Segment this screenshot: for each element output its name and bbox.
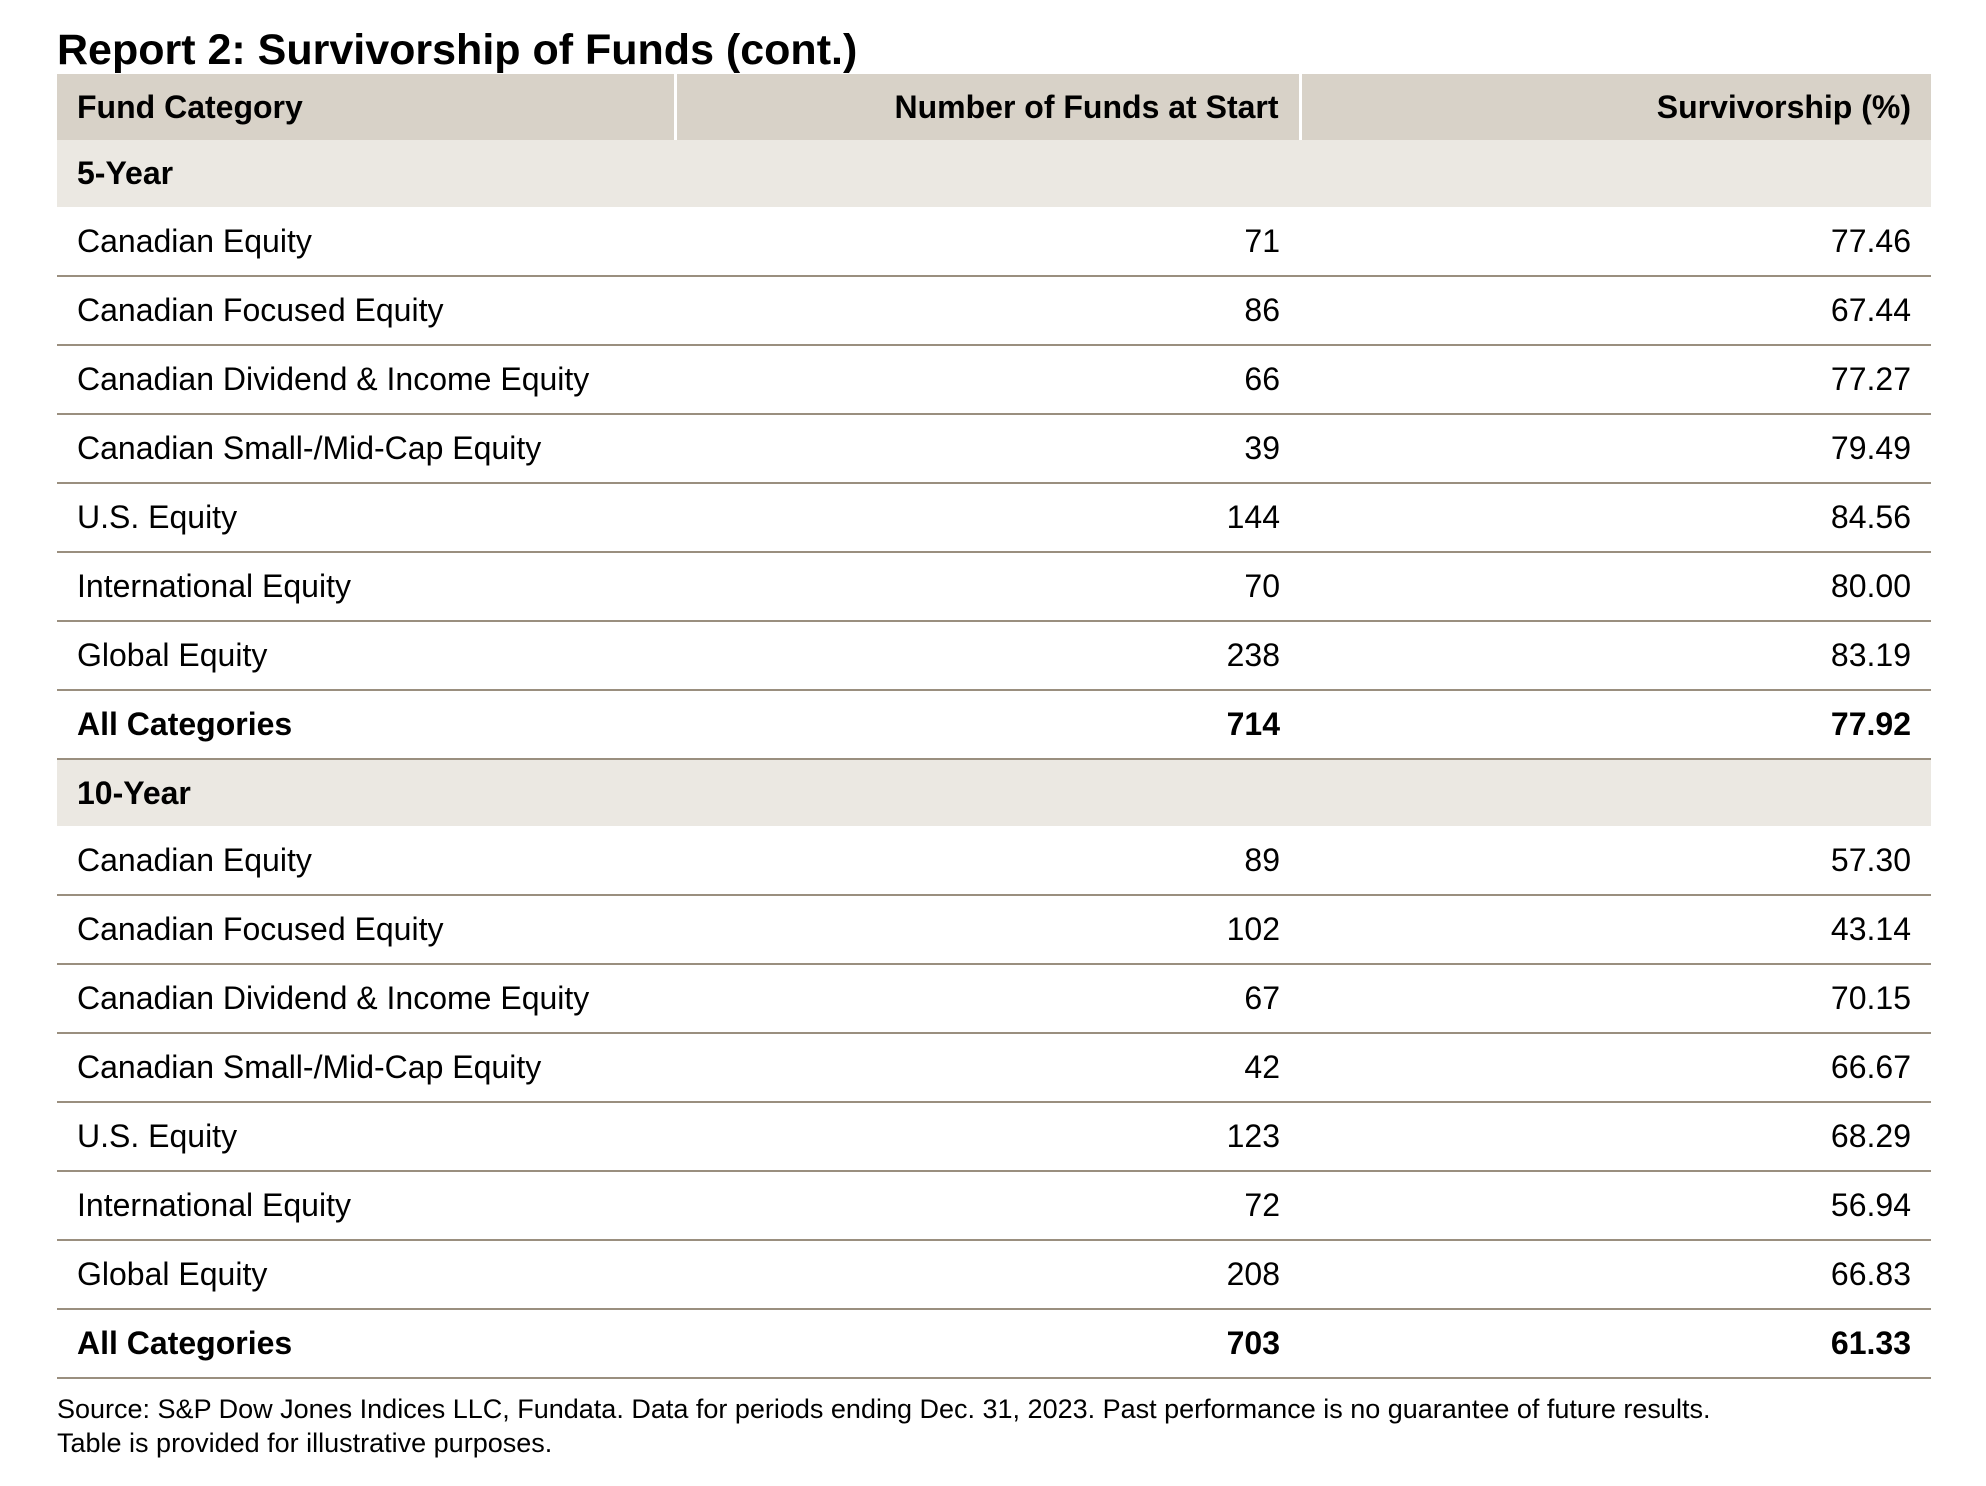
total-row: All Categories 714 77.92 (57, 690, 1931, 760)
table-row: U.S. Equity 123 68.29 (57, 1102, 1931, 1172)
cell-survivorship: 84.56 (1300, 483, 1931, 553)
survivorship-table: Fund Category Number of Funds at Start S… (57, 74, 1931, 1379)
cell-survivorship: 57.30 (1300, 826, 1931, 896)
cell-number-of-funds: 39 (675, 414, 1300, 484)
cell-fund-category: Canadian Focused Equity (57, 895, 675, 965)
cell-fund-category: All Categories (57, 690, 675, 760)
cell-survivorship: 66.67 (1300, 1033, 1931, 1103)
cell-survivorship: 67.44 (1300, 276, 1931, 346)
cell-number-of-funds: 208 (675, 1240, 1300, 1310)
table-body: 5-Year Canadian Equity 71 77.46 Canadian Foc… (57, 140, 1931, 1379)
cell-fund-category: U.S. Equity (57, 483, 675, 553)
table-row: Canadian Equity 71 77.46 (57, 207, 1931, 277)
table-row: Global Equity 238 83.19 (57, 621, 1931, 691)
cell-survivorship: 77.46 (1300, 207, 1931, 277)
cell-fund-category: Canadian Dividend & Income Equity (57, 345, 675, 415)
table-row: Canadian Focused Equity 86 67.44 (57, 276, 1931, 346)
cell-survivorship: 43.14 (1300, 895, 1931, 965)
cell-fund-category: Global Equity (57, 621, 675, 691)
source-line-1: Source: S&P Dow Jones Indices LLC, Funda… (57, 1394, 1711, 1424)
cell-fund-category: Canadian Small-/Mid-Cap Equity (57, 414, 675, 484)
cell-survivorship: 68.29 (1300, 1102, 1931, 1172)
cell-number-of-funds: 238 (675, 621, 1300, 691)
header-row: Fund Category Number of Funds at Start S… (57, 74, 1931, 140)
cell-fund-category: Canadian Equity (57, 207, 675, 277)
cell-survivorship: 79.49 (1300, 414, 1931, 484)
table-row: Canadian Dividend & Income Equity 66 77.27 (57, 345, 1931, 415)
table-header: Fund Category Number of Funds at Start S… (57, 74, 1931, 140)
cell-number-of-funds: 123 (675, 1102, 1300, 1172)
table-row: U.S. Equity 144 84.56 (57, 483, 1931, 553)
cell-survivorship: 80.00 (1300, 552, 1931, 622)
cell-number-of-funds: 72 (675, 1171, 1300, 1241)
cell-survivorship: 70.15 (1300, 964, 1931, 1034)
cell-number-of-funds: 102 (675, 895, 1300, 965)
table-row: International Equity 72 56.94 (57, 1171, 1931, 1241)
cell-fund-category: International Equity (57, 552, 675, 622)
cell-number-of-funds: 42 (675, 1033, 1300, 1103)
cell-survivorship: 77.92 (1300, 690, 1931, 760)
cell-number-of-funds: 66 (675, 345, 1300, 415)
section-row: 5-Year (57, 140, 1931, 207)
cell-number-of-funds: 703 (675, 1309, 1300, 1379)
cell-number-of-funds: 67 (675, 964, 1300, 1034)
table-row: Canadian Dividend & Income Equity 67 70.15 (57, 964, 1931, 1034)
cell-number-of-funds: 71 (675, 207, 1300, 277)
source-line-2: Table is provided for illustrative purpo… (57, 1428, 553, 1458)
cell-number-of-funds: 714 (675, 690, 1300, 760)
cell-fund-category: U.S. Equity (57, 1102, 675, 1172)
cell-fund-category: Canadian Equity (57, 826, 675, 896)
cell-number-of-funds: 89 (675, 826, 1300, 896)
table-row: International Equity 70 80.00 (57, 552, 1931, 622)
table-row: Canadian Focused Equity 102 43.14 (57, 895, 1931, 965)
cell-fund-category: Canadian Focused Equity (57, 276, 675, 346)
table-row: Canadian Small-/Mid-Cap Equity 39 79.49 (57, 414, 1931, 484)
cell-fund-category: All Categories (57, 1309, 675, 1379)
cell-survivorship: 66.83 (1300, 1240, 1931, 1310)
section-label: 5-Year (57, 140, 1931, 207)
cell-number-of-funds: 144 (675, 483, 1300, 553)
cell-fund-category: Canadian Small-/Mid-Cap Equity (57, 1033, 675, 1103)
header-survivorship: Survivorship (%) (1300, 74, 1931, 140)
section-row: 10-Year (57, 759, 1931, 826)
source-note: Source: S&P Dow Jones Indices LLC, Funda… (57, 1392, 1947, 1460)
table-row: Canadian Equity 89 57.30 (57, 826, 1931, 896)
header-fund-category: Fund Category (57, 74, 677, 140)
cell-survivorship: 77.27 (1300, 345, 1931, 415)
table-row: Global Equity 208 66.83 (57, 1240, 1931, 1310)
cell-number-of-funds: 86 (675, 276, 1300, 346)
section-label: 10-Year (57, 759, 1931, 826)
cell-fund-category: Canadian Dividend & Income Equity (57, 964, 675, 1034)
table-row: Canadian Small-/Mid-Cap Equity 42 66.67 (57, 1033, 1931, 1103)
cell-fund-category: Global Equity (57, 1240, 675, 1310)
cell-fund-category: International Equity (57, 1171, 675, 1241)
cell-survivorship: 56.94 (1300, 1171, 1931, 1241)
header-number-of-funds: Number of Funds at Start (675, 74, 1302, 140)
report-title: Report 2: Survivorship of Funds (cont.) (57, 26, 858, 74)
cell-survivorship: 61.33 (1300, 1309, 1931, 1379)
cell-survivorship: 83.19 (1300, 621, 1931, 691)
cell-number-of-funds: 70 (675, 552, 1300, 622)
total-row: All Categories 703 61.33 (57, 1309, 1931, 1379)
